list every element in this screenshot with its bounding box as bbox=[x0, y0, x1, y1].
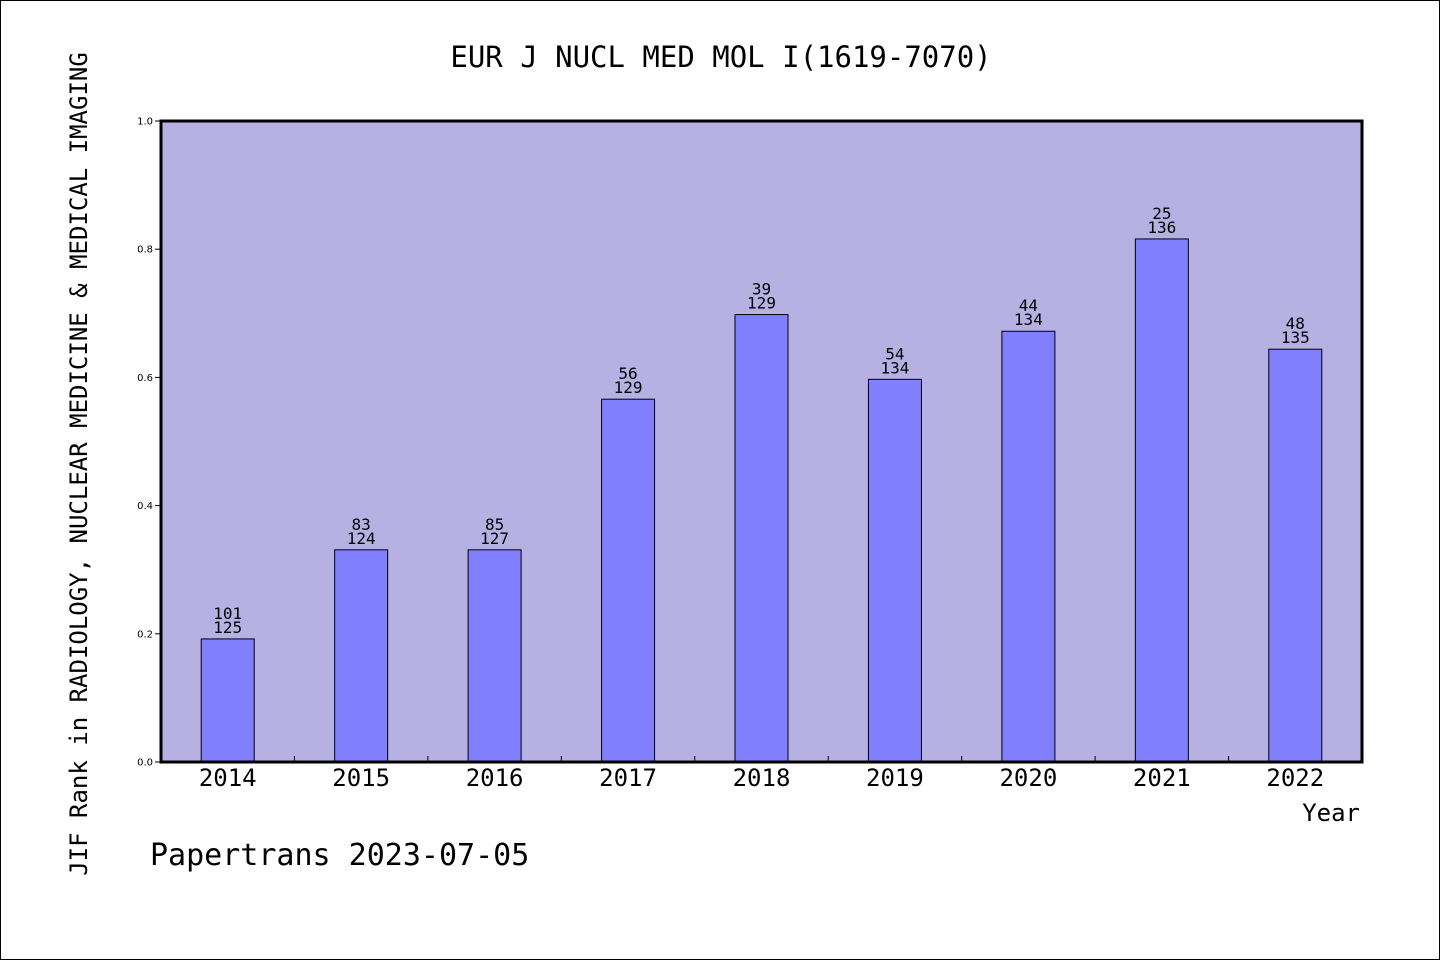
x-tick-label: 2015 bbox=[332, 764, 390, 792]
bar-rank-label: 48 bbox=[1286, 314, 1305, 333]
bar-rank-label: 83 bbox=[352, 515, 371, 534]
x-tick-label: 2016 bbox=[466, 764, 524, 792]
bar-2021 bbox=[1134, 238, 1189, 763]
bar-rank-label: 25 bbox=[1152, 204, 1171, 223]
x-tick-label: 2017 bbox=[599, 764, 657, 792]
bar-total-label: 136 bbox=[1147, 218, 1176, 237]
x-tick-label: 2018 bbox=[733, 764, 791, 792]
x-tick-label: 2022 bbox=[1266, 764, 1324, 792]
x-axis-label: Year bbox=[1302, 799, 1360, 827]
bar-value-labels: 1011258312485127561293912954134441342513… bbox=[213, 204, 1309, 637]
bar-2017 bbox=[601, 398, 656, 763]
y-tick-label: 0.8 bbox=[137, 245, 153, 256]
x-axis-ticks: 2014 2015 2016 2017 2018 2019 2020 2021 2022 bbox=[199, 756, 1324, 792]
y-tick-label: 0.2 bbox=[137, 629, 153, 640]
y-tick-label: 0.6 bbox=[137, 373, 153, 384]
bar-2019 bbox=[867, 378, 922, 763]
bar-2014 bbox=[200, 638, 255, 763]
bars-layer bbox=[200, 238, 1323, 763]
bar-2015 bbox=[334, 549, 389, 763]
bar-total-label: 134 bbox=[880, 358, 909, 377]
bar-2016 bbox=[467, 549, 522, 763]
bar-total-label: 127 bbox=[480, 529, 509, 548]
bar-total-label: 124 bbox=[347, 529, 376, 548]
x-tick-label: 2021 bbox=[1133, 764, 1191, 792]
bar-rank-label: 56 bbox=[618, 364, 637, 383]
bar-total-label: 129 bbox=[614, 378, 643, 397]
bar-total-label: 125 bbox=[213, 618, 242, 637]
bar-rank-label: 101 bbox=[213, 604, 242, 623]
bar-2022 bbox=[1268, 348, 1323, 763]
y-tick-label: 0.0 bbox=[137, 758, 153, 769]
x-tick-label: 2020 bbox=[999, 764, 1057, 792]
bar-rank-label: 39 bbox=[752, 280, 771, 299]
x-tick-label: 2019 bbox=[866, 764, 924, 792]
y-tick-label: 1.0 bbox=[137, 117, 153, 128]
bar-rank-label: 54 bbox=[885, 344, 904, 363]
bar-rank-label: 44 bbox=[1019, 296, 1038, 315]
y-tick-label: 0.4 bbox=[137, 501, 153, 512]
bar-total-label: 129 bbox=[747, 294, 776, 313]
chart-title: EUR J NUCL MED MOL I(1619-7070) bbox=[450, 40, 991, 74]
bar-2020 bbox=[1001, 330, 1056, 763]
bar-total-label: 135 bbox=[1281, 328, 1310, 347]
bar-total-label: 134 bbox=[1014, 310, 1043, 329]
bar-2018 bbox=[734, 314, 789, 763]
footer-credit: Papertrans 2023-07-05 bbox=[150, 838, 529, 873]
plot-frame bbox=[159, 119, 1364, 764]
y-axis-label: JIF Rank in RADIOLOGY, NUCLEAR MEDICINE … bbox=[65, 52, 93, 876]
x-tick-label: 2014 bbox=[199, 764, 257, 792]
y-axis-ticks: 0.0 0.2 0.4 0.6 0.8 1.0 bbox=[137, 117, 161, 769]
bar-rank-label: 85 bbox=[485, 515, 504, 534]
